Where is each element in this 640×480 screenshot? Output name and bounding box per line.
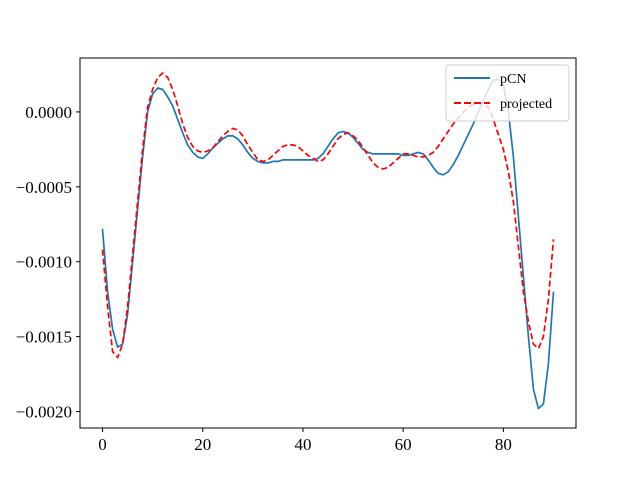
x-tick-label: 20 bbox=[194, 435, 211, 454]
plot-frame bbox=[79, 57, 577, 429]
y-tick-label: −0.0020 bbox=[16, 403, 72, 422]
x-tick-label: 80 bbox=[495, 435, 512, 454]
y-tick-label: −0.0015 bbox=[16, 328, 72, 347]
series-layer bbox=[101, 72, 555, 410]
series-line-pcn bbox=[101, 78, 555, 410]
x-tick-label: 0 bbox=[98, 435, 107, 454]
legend-label-projected: projected bbox=[500, 97, 552, 112]
y-tick-label: −0.0010 bbox=[16, 253, 72, 272]
y-tick-label: 0.0000 bbox=[25, 103, 72, 122]
x-tick-label: 40 bbox=[294, 435, 311, 454]
legend: pCN projected bbox=[445, 64, 570, 122]
x-tick-label: 60 bbox=[395, 435, 412, 454]
y-tick-label: −0.0005 bbox=[16, 178, 72, 197]
axis-layer: 0 20 40 60 80 0.0000 −0.0005 −0.0010 −0.0015 −0.0… bbox=[16, 103, 512, 454]
legend-label-pcn: pCN bbox=[500, 72, 526, 87]
